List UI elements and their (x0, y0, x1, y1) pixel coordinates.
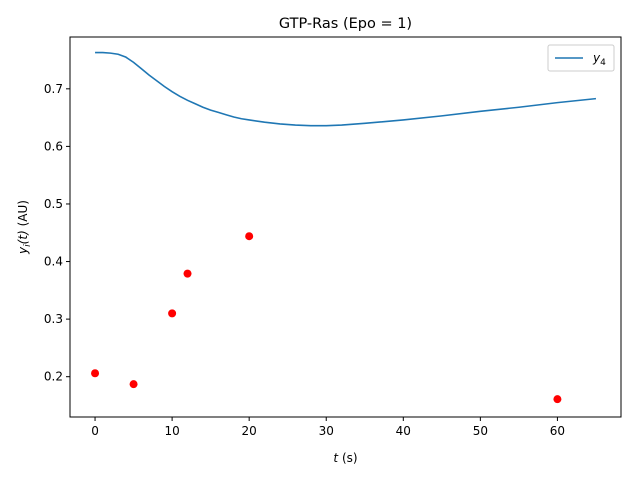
plot-layer (91, 51, 597, 404)
y-axis-label-sub: i (23, 244, 33, 247)
y-axis-label: yi(t) (AU) (16, 200, 33, 255)
legend-label-sub: 4 (600, 58, 606, 68)
data-point (129, 380, 138, 389)
legend: y4 (547, 44, 615, 72)
x-tick-label: 20 (242, 424, 257, 438)
x-tick-label: 0 (91, 424, 99, 438)
y-axis-label-unit: (AU) (16, 200, 30, 230)
data-point (183, 269, 192, 278)
y-axis-label-var: y (16, 246, 30, 255)
y-tick-label: 0.4 (44, 255, 63, 269)
y-tick-label: 0.7 (44, 82, 63, 96)
x-axis-label-var: t (333, 451, 339, 465)
axes-frame (69, 36, 622, 418)
ticks-layer: 0 10 20 30 40 50 60 0.2 0.3 0.4 0.5 0.6 0.7 (44, 82, 565, 438)
x-tick-label: 60 (550, 424, 565, 438)
y-tick-label: 0.3 (44, 312, 63, 326)
y-tick-label: 0.5 (44, 197, 63, 211)
data-point (168, 309, 177, 318)
data-point (245, 232, 254, 241)
data-point (91, 369, 100, 378)
legend-label-y4: y4 (592, 51, 606, 68)
data-point (553, 395, 562, 404)
x-tick-label: 10 (164, 424, 179, 438)
x-tick-label: 40 (396, 424, 411, 438)
x-tick-label: 50 (473, 424, 488, 438)
series-line-y4 (95, 51, 597, 127)
chart-title: GTP-Ras (Epo = 1) (279, 16, 412, 32)
y-tick-label: 0.2 (44, 370, 63, 384)
legend-label-var: y (592, 51, 601, 65)
x-axis-label: t (s) (333, 451, 357, 465)
x-tick-label: 30 (319, 424, 334, 438)
y-tick-label: 0.6 (44, 139, 63, 153)
x-axis-label-unit: (s) (338, 451, 357, 465)
y-axis-label-arg: (t) (16, 230, 30, 244)
